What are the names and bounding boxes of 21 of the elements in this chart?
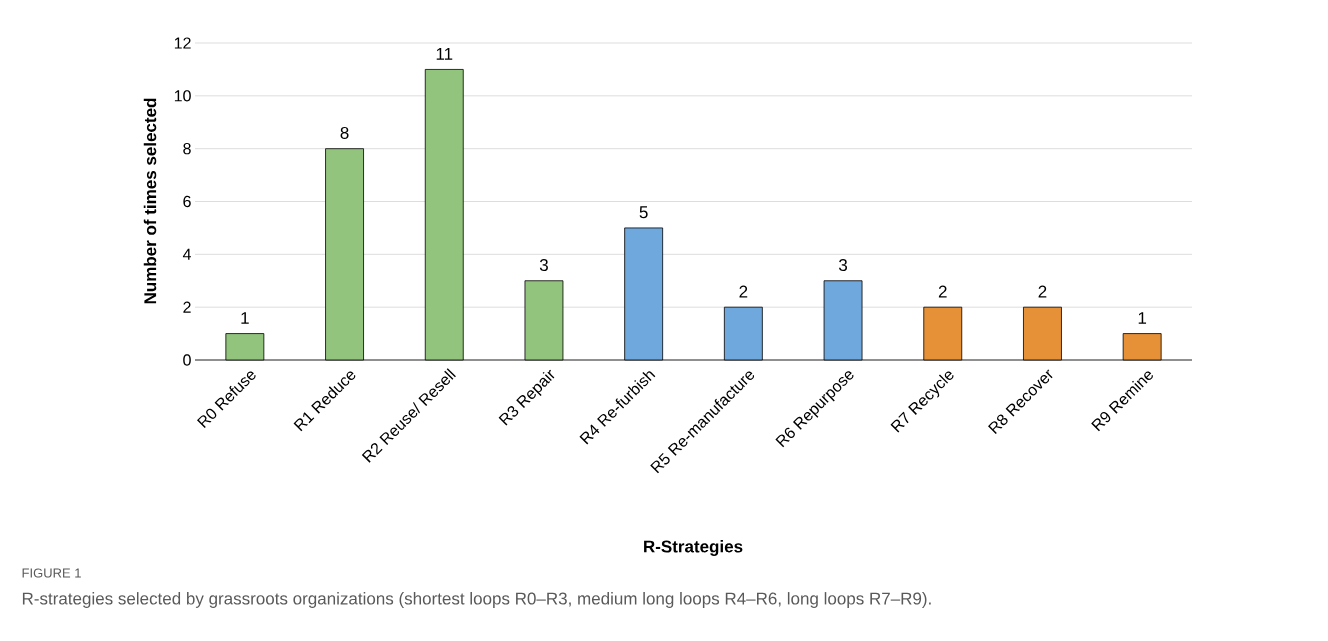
x-axis-title: R-Strategies bbox=[644, 540, 743, 556]
y-tick-label: 12 bbox=[174, 37, 191, 49]
y-tick-label: 8 bbox=[183, 143, 191, 155]
data-label: 2 bbox=[938, 285, 947, 298]
y-tick-label: 6 bbox=[183, 195, 191, 208]
data-label: 3 bbox=[838, 258, 848, 272]
text: R-strategies selected by grassroots organizations (shortest loops R0–R3, medium long loops R4–R6, long loops R7–R9). bbox=[22, 592, 931, 608]
y-axis-title: Number of times selected bbox=[143, 98, 157, 304]
y-tick-label: 4 bbox=[182, 248, 191, 260]
data-label: 3 bbox=[539, 258, 548, 272]
data-label: 8 bbox=[340, 126, 349, 139]
data-label: 1 bbox=[241, 312, 249, 324]
data-label: 1 bbox=[1138, 312, 1147, 324]
y-tick-label: 0 bbox=[183, 354, 191, 366]
caption: FIGURE 1 bbox=[22, 568, 81, 578]
y-tick-label: 2 bbox=[183, 301, 191, 313]
data-label: 5 bbox=[639, 206, 648, 219]
data-label: 11 bbox=[436, 47, 453, 60]
data-label: 2 bbox=[739, 285, 748, 298]
y-tick-label: 10 bbox=[174, 90, 191, 102]
data-label: 2 bbox=[1038, 285, 1047, 298]
